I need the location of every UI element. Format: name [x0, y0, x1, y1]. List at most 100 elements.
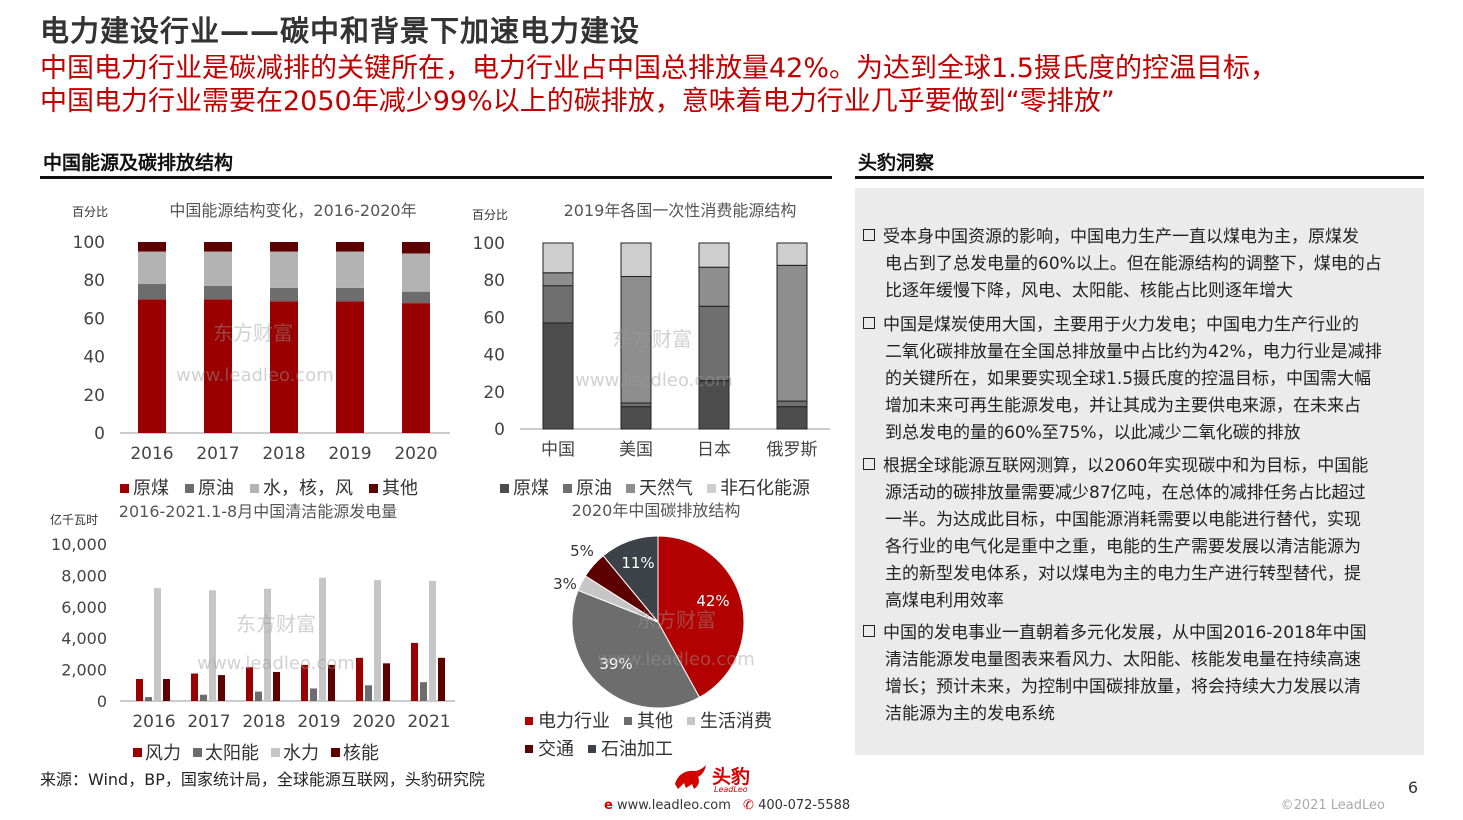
y-axis-label: 百分比	[472, 208, 508, 222]
y-tick-label: 40	[483, 346, 505, 366]
bar-segment	[270, 301, 298, 433]
legend-swatch	[271, 748, 280, 757]
legend-label: 其他	[637, 711, 673, 732]
bar	[319, 577, 326, 701]
bar-segment	[698, 305, 730, 382]
bar-segment	[776, 242, 808, 266]
bar-segment	[402, 242, 430, 254]
insight-line: 洁能源为主的发电系统	[885, 704, 1055, 724]
leopard-icon	[675, 765, 706, 789]
y-tick-label: 20	[483, 383, 505, 403]
bar-segment	[402, 303, 430, 433]
insight-line: 清洁能源发电量图表来看风力、太阳能、核能发电量在持续高速	[885, 650, 1361, 670]
x-tick-label: 中国	[541, 440, 575, 460]
bar-segment	[138, 299, 166, 433]
chart-title: 2020年中国碳排放结构	[572, 501, 741, 520]
phone-number: 400-072-5588	[758, 798, 851, 813]
y-axis-label: 亿千瓦时	[50, 512, 98, 527]
slice-label: 39%	[599, 655, 632, 673]
bar	[420, 682, 427, 701]
bar-segment	[402, 253, 430, 292]
watermark-url: www.leadleo.com	[575, 370, 733, 391]
bar-segment	[270, 251, 298, 288]
watermark-text: 东方财富	[213, 321, 293, 345]
insight-line: 受本身中国资源的影响，中国电力生产一直以煤电为主，原煤发	[863, 224, 1411, 251]
x-tick-label: 2018	[262, 444, 305, 464]
pie-slice	[571, 589, 701, 709]
footer-contact: e www.leadleo.com ✆ 400-072-5588	[604, 798, 850, 813]
bar-segment	[776, 264, 808, 402]
bar	[209, 590, 216, 701]
y-tick-label: 10,000	[51, 535, 107, 554]
legend-swatch	[133, 748, 142, 757]
slice-label: 5%	[570, 542, 594, 560]
insight-line: 的关键所在，如果要实现全球1.5摄氏度的控温目标，中国需大幅	[885, 369, 1372, 389]
insight-item: 根据全球能源互联网测算，以2060年实现碳中和为目标，中国能 源活动的碳排放量需要…	[863, 453, 1411, 615]
legend-swatch	[331, 748, 340, 757]
legend-swatch	[563, 484, 572, 493]
bar-segment	[776, 406, 808, 430]
chart-title: 2016-2021.1-8月中国清洁能源发电量	[119, 502, 397, 521]
bar	[145, 697, 152, 701]
bar	[154, 587, 161, 701]
bar-segment	[620, 275, 652, 404]
insight-panel	[855, 188, 1424, 755]
legend-label: 水力	[283, 743, 319, 764]
y-tick-label: 4,000	[61, 629, 107, 648]
chart-title: 中国能源结构变化，2016-2020年	[169, 201, 416, 220]
chart-title: 2019年各国一次性消费能源结构	[564, 201, 797, 220]
y-tick-label: 100	[473, 234, 505, 254]
legend-swatch	[588, 745, 596, 753]
y-tick-label: 8,000	[61, 566, 107, 585]
legend-swatch	[369, 484, 378, 493]
bar-segment	[270, 287, 298, 302]
y-tick-label: 80	[83, 271, 105, 291]
y-tick-label: 2,000	[61, 661, 107, 680]
pie-slice	[602, 535, 659, 624]
x-tick-label: 2020	[352, 712, 395, 732]
bar-segment	[620, 242, 652, 277]
insight-line: 到总发电的量的60%至75%，以此减少二氧化碳的排放	[885, 423, 1301, 443]
legend-swatch	[525, 717, 533, 725]
bar	[200, 694, 207, 701]
x-tick-label: 2019	[297, 712, 340, 732]
bar-segment	[542, 242, 574, 274]
legend-swatch	[185, 484, 194, 493]
x-tick-label: 2017	[196, 444, 239, 464]
legend-label: 原煤	[133, 478, 169, 499]
legend-label: 原油	[198, 478, 234, 499]
legend-label: 天然气	[639, 478, 693, 499]
left-section-title: 中国能源及碳排放结构	[43, 152, 234, 174]
bar	[429, 580, 436, 701]
checkbox-bullet-icon	[863, 625, 875, 637]
checkbox-bullet-icon	[863, 458, 875, 470]
slice-label: 11%	[621, 554, 654, 572]
bar	[356, 657, 363, 701]
bar-segment	[336, 287, 364, 302]
y-tick-label: 60	[83, 309, 105, 329]
y-tick-label: 80	[483, 271, 505, 291]
bar	[411, 642, 418, 701]
bar-segment	[336, 251, 364, 288]
bar-segment	[204, 251, 232, 286]
bar-segment	[542, 322, 574, 430]
legend-label: 风力	[145, 743, 181, 764]
legend-label: 太阳能	[205, 743, 259, 764]
legend-swatch	[193, 748, 202, 757]
bar-segment	[204, 299, 232, 433]
pie-slice	[657, 535, 745, 699]
subtitle-line-2: 中国电力行业需要在2050年减少99%以上的碳排放，意味着电力行业几乎要做到“零…	[40, 86, 1115, 117]
legend-label: 电力行业	[538, 711, 610, 732]
bar	[136, 679, 143, 701]
bar	[301, 664, 308, 701]
page-subtitle: 中国电力行业是碳减排的关键所在，电力行业占中国总排放量42%。为达到全球1.5摄…	[40, 52, 1440, 118]
subtitle-line-1: 中国电力行业是碳减排的关键所在，电力行业占中国总排放量42%。为达到全球1.5摄…	[40, 53, 1277, 84]
website-link[interactable]: www.leadleo.com	[616, 798, 731, 813]
logo-subtext: LeadLeo	[714, 785, 748, 794]
bar	[246, 667, 253, 701]
bar	[191, 673, 198, 701]
legend-label: 交通	[538, 739, 574, 760]
